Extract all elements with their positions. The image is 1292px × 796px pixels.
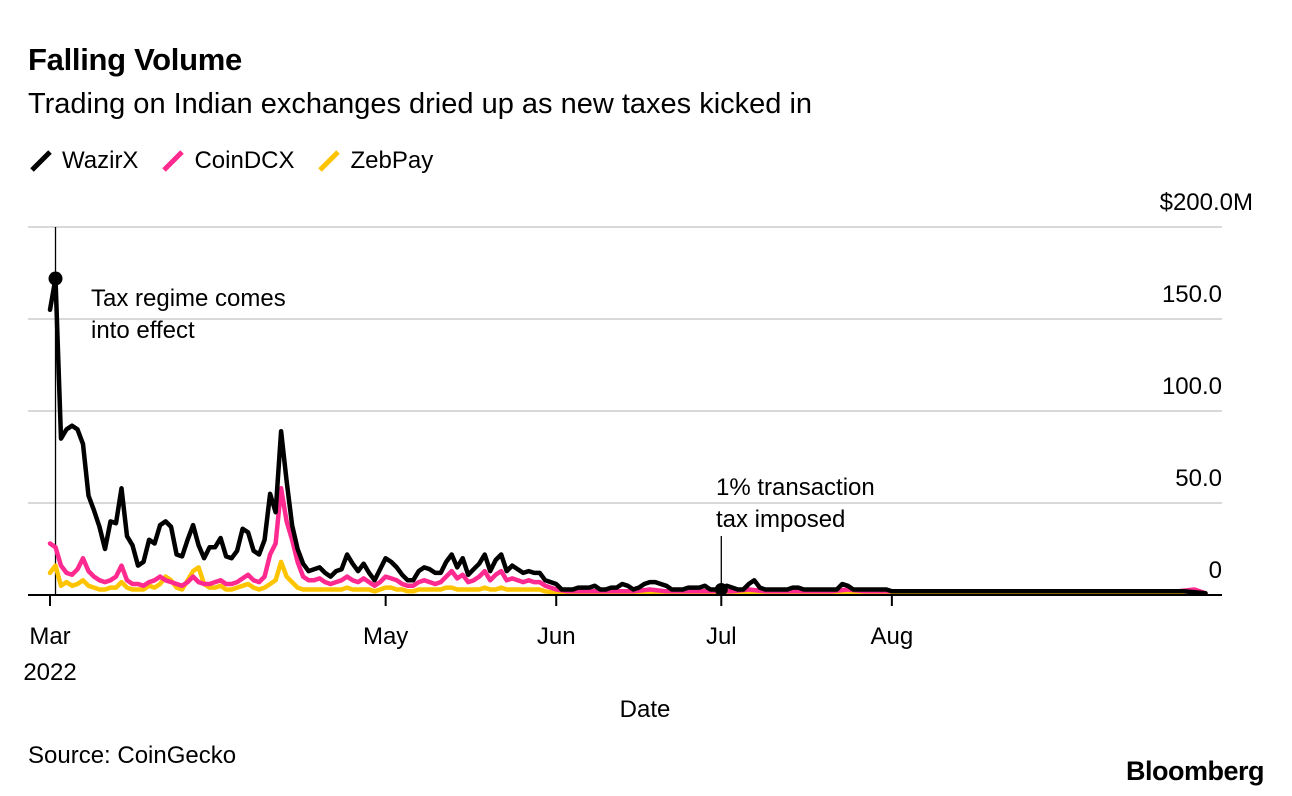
bloomberg-logo: Bloomberg: [1125, 756, 1265, 786]
legend-swatch-wazirx: [30, 150, 52, 172]
legend-item-zebpay: ZebPay: [316, 147, 433, 175]
legend-label-wazirx: WazirX: [62, 147, 139, 174]
chart-subtitle: Trading on Indian exchanges dried up as …: [28, 88, 813, 120]
annotation-text: Tax regime comes: [91, 285, 286, 312]
x-tick-label: May: [363, 623, 408, 650]
legend-label-coindcx: CoinDCX: [194, 147, 295, 174]
x-tick-label: Jun: [537, 623, 576, 650]
annotation-text: 1% transaction: [716, 474, 875, 501]
x-tick-sublabel: 2022: [23, 659, 76, 686]
chart-title: Falling Volume: [28, 42, 242, 77]
legend-label-zebpay: ZebPay: [350, 147, 434, 174]
y-tick-label: 50.0: [1175, 465, 1222, 492]
series-line-wazirx: [47, 276, 1208, 596]
legend-item-coindcx: CoinDCX: [160, 147, 294, 175]
legend-item-wazirx: WazirX: [28, 147, 138, 175]
x-axis-label: Date: [620, 696, 671, 723]
x-tick-label: Jul: [706, 623, 737, 650]
annotation-marker: [48, 271, 63, 286]
x-tick-label: Aug: [871, 623, 914, 650]
annotation-text: tax imposed: [716, 506, 845, 533]
annotation-text: into effect: [91, 317, 195, 344]
y-tick-label: 150.0: [1162, 281, 1222, 308]
legend-swatch-coindcx: [162, 150, 185, 172]
x-tick-label: Mar: [29, 623, 70, 650]
legend: WazirX CoinDCX ZebPay: [28, 147, 455, 175]
legend-swatch-zebpay: [318, 150, 341, 172]
y-tick-label: 100.0: [1162, 373, 1222, 400]
y-tick-label: $200.0M: [1160, 189, 1253, 216]
y-tick-label: 0: [1209, 557, 1222, 584]
annotation-marker: [714, 582, 728, 596]
source-note: Source: CoinGecko: [28, 742, 237, 769]
series-line-zebpay: [47, 559, 1208, 596]
